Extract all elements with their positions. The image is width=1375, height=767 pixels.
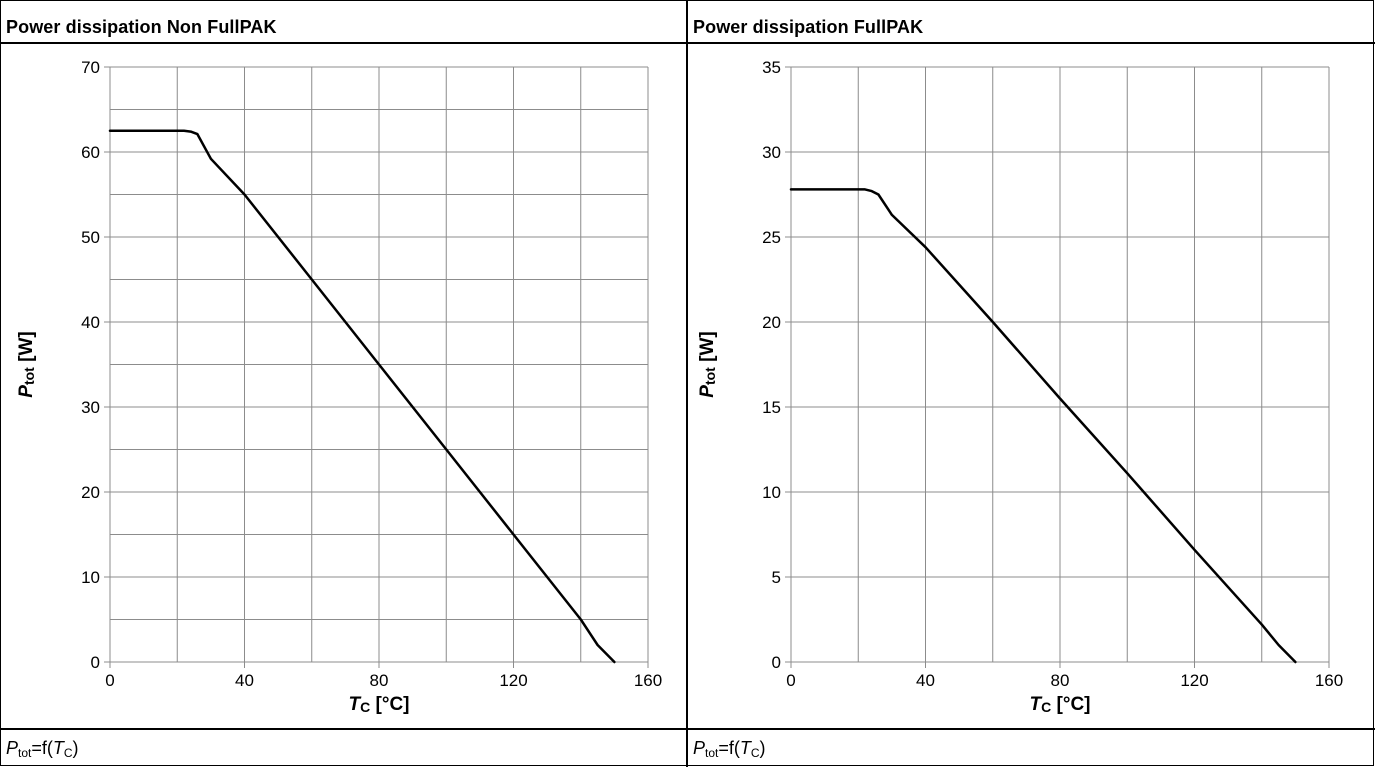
y-tick-label: 20 (81, 483, 100, 502)
x-axis-label: TC [°C] (349, 694, 410, 715)
x-tick-label: 40 (916, 671, 935, 690)
series-line (108, 129, 616, 664)
y-tick-label: 5 (772, 568, 781, 587)
y-tick-label: 35 (762, 58, 781, 77)
y-tick-label: 0 (772, 653, 781, 672)
series-line (789, 188, 1297, 664)
caption-arg-sub: C (63, 746, 73, 760)
chart-fullpak: 0 5 10 15 20 25 30 35 0 40 80 120 160 TC [°C] Ptot [W] (697, 58, 1343, 715)
caption-arg: T (52, 738, 64, 758)
caption-close: ) (72, 738, 79, 758)
y-axis-label: Ptot [W] (16, 331, 37, 397)
y-tick-label: 10 (762, 483, 781, 502)
y-tick-label: 0 (91, 653, 100, 672)
y-tick-label: 25 (762, 228, 781, 247)
x-tick-label: 80 (370, 671, 389, 690)
caption-eq: =f( (31, 738, 53, 758)
caption-arg: T (739, 738, 751, 758)
panel-divider (686, 0, 688, 767)
panel-title-left: Power dissipation Non FullPAK (6, 17, 277, 37)
x-tick-label: 80 (1051, 671, 1070, 690)
x-tick-label: 120 (499, 671, 527, 690)
y-tick-label: 30 (81, 398, 100, 417)
x-tick-label: 0 (105, 671, 114, 690)
caption-symbol: P (693, 738, 706, 758)
caption-symbol: P (6, 738, 19, 758)
y-tick-label: 10 (81, 568, 100, 587)
x-tick-label: 0 (786, 671, 795, 690)
caption-right: Ptot=f(TC) (693, 738, 766, 760)
chart-non-fullpak: 0 10 20 30 40 50 60 70 0 40 80 120 160 TC [°C] Ptot [W… (16, 58, 662, 715)
x-axis-label: TC [°C] (1030, 694, 1091, 715)
caption-arg-sub: C (750, 746, 760, 760)
panel-title-right: Power dissipation FullPAK (693, 17, 924, 37)
y-axis-label: Ptot [W] (697, 331, 718, 397)
y-tick-label: 50 (81, 228, 100, 247)
x-tick-label: 40 (235, 671, 254, 690)
y-tick-label: 60 (81, 143, 100, 162)
y-tick-label: 30 (762, 143, 781, 162)
caption-eq: =f( (718, 738, 740, 758)
y-tick-label: 20 (762, 313, 781, 332)
caption-symbol-sub: tot (705, 746, 719, 760)
y-tick-label: 15 (762, 398, 781, 417)
y-tick-label: 70 (81, 58, 100, 77)
caption-close: ) (759, 738, 766, 758)
caption-left: Ptot=f(TC) (6, 738, 79, 760)
y-tick-label: 40 (81, 313, 100, 332)
x-tick-label: 160 (1315, 671, 1343, 690)
caption-symbol-sub: tot (18, 746, 32, 760)
x-tick-label: 120 (1180, 671, 1208, 690)
x-tick-label: 160 (634, 671, 662, 690)
